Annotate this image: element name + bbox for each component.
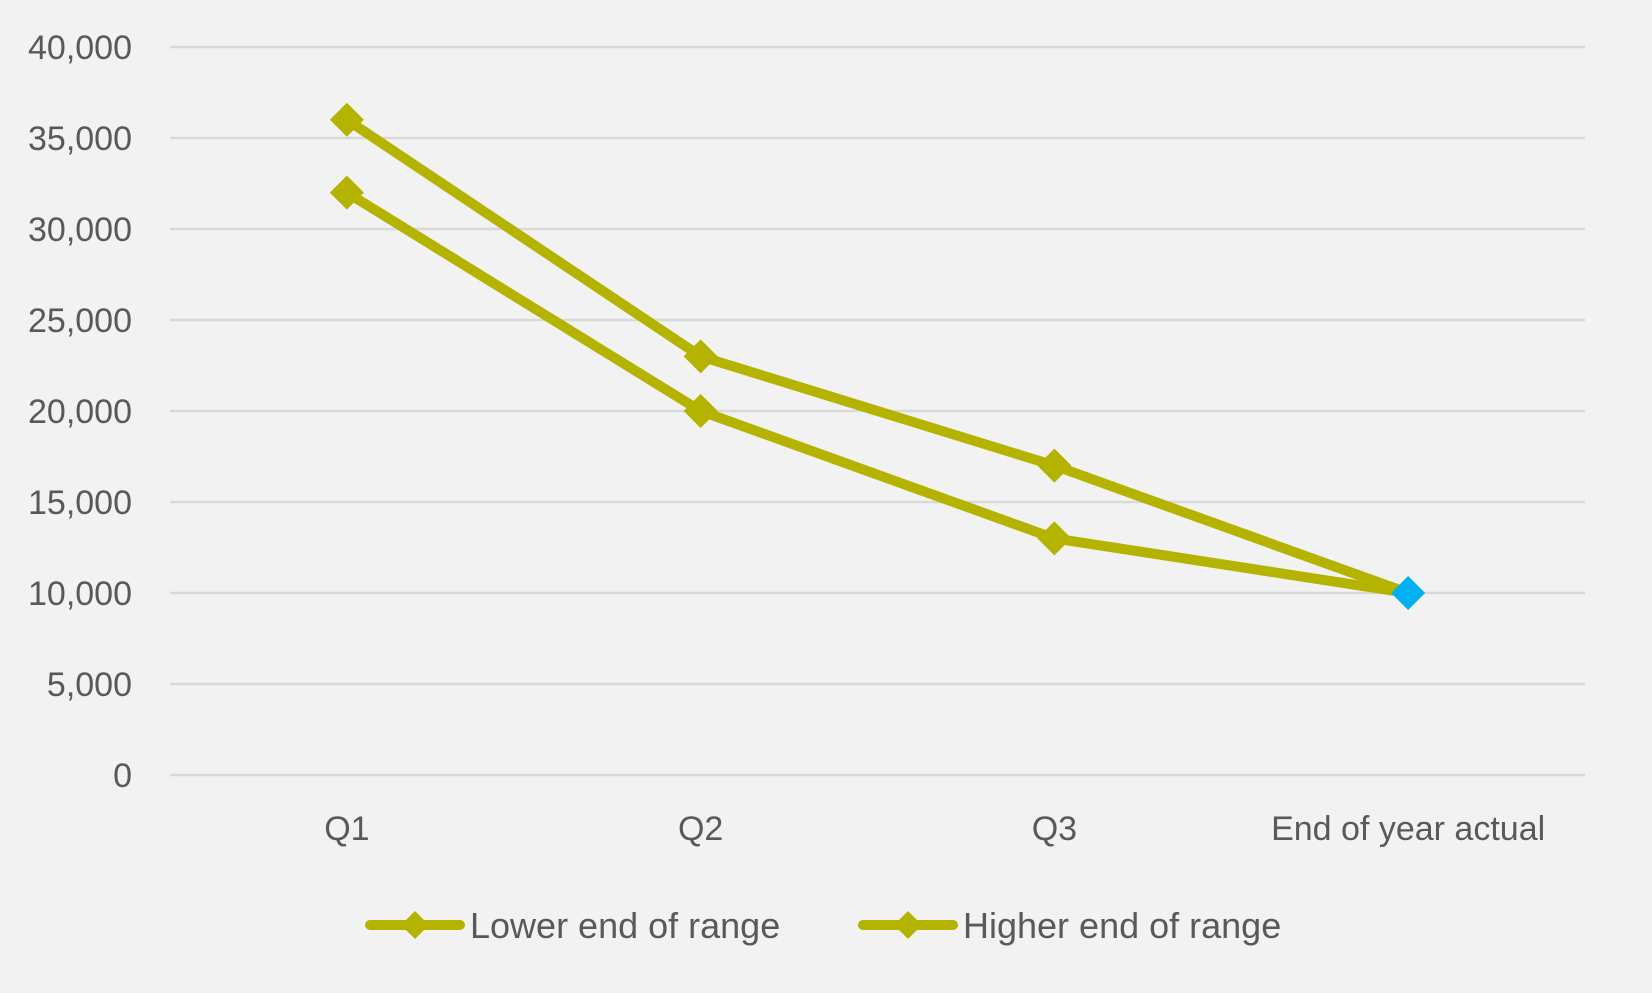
data-point-marker xyxy=(1037,521,1072,556)
series-line xyxy=(341,187,1414,598)
series-lines xyxy=(341,114,1414,598)
legend-marker-swatch xyxy=(894,911,922,939)
x-tick-label: Q2 xyxy=(678,810,723,848)
legend-label: Higher end of range xyxy=(963,905,1281,946)
y-tick-label: 10,000 xyxy=(28,575,132,613)
y-tick-label: 5,000 xyxy=(47,666,132,704)
y-tick-label: 40,000 xyxy=(28,29,132,67)
data-point-marker xyxy=(683,339,718,374)
series-markers xyxy=(329,102,1426,610)
data-point-marker xyxy=(683,394,718,428)
legend-marker-swatch xyxy=(401,911,429,939)
series-line xyxy=(341,114,1414,598)
y-tick-label: 30,000 xyxy=(28,211,132,249)
data-point-marker xyxy=(329,175,364,210)
highlight-point-marker xyxy=(1391,576,1426,610)
x-tick-label: Q3 xyxy=(1032,810,1077,848)
y-tick-label: 0 xyxy=(113,757,132,795)
data-point-marker xyxy=(1037,448,1072,483)
y-axis: 0 5,000 10,000 15,000 20,000 25,000 30,000 35,0… xyxy=(28,29,132,795)
y-tick-label: 35,000 xyxy=(28,120,132,158)
y-tick-label: 20,000 xyxy=(28,393,132,431)
x-tick-label: Q1 xyxy=(324,810,369,848)
legend: Lower end of range Higher end of range xyxy=(365,905,1281,946)
y-tick-label: 15,000 xyxy=(28,484,132,522)
legend-label: Lower end of range xyxy=(470,905,780,946)
data-point-marker xyxy=(329,102,364,137)
y-tick-label: 25,000 xyxy=(28,302,132,340)
x-axis: Q1 Q2 Q3 End of year actual xyxy=(324,810,1545,848)
x-tick-label: End of year actual xyxy=(1271,810,1545,848)
